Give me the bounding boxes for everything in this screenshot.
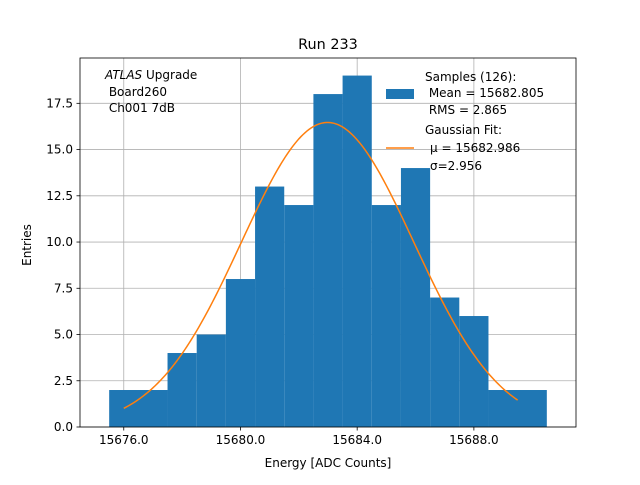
y-tick-label-7: 17.5 (46, 96, 73, 110)
x-axis-ticks: 15676.0 15680.0 15684.0 15688.0 (99, 427, 499, 447)
y-tick-label-4: 10.0 (46, 235, 73, 249)
y-tick-label-5: 12.5 (46, 189, 73, 203)
x-tick-label-0: 15676.0 (99, 433, 149, 447)
histogram-bar (459, 316, 489, 427)
x-tick-label-3: 15688.0 (449, 433, 499, 447)
y-axis-label: Entries (20, 224, 34, 266)
histogram-bar (400, 168, 431, 428)
annotation-board: Board260 (105, 85, 167, 99)
chart-title: Run 233 (298, 37, 358, 53)
gaussian-fit-curve (123, 121, 519, 410)
annotation-line-1: ATLAS Upgrade (104, 68, 197, 82)
histogram-bar (430, 297, 460, 427)
y-tick-label-6: 15.0 (46, 143, 73, 157)
x-tick-label-2: 15684.0 (332, 433, 382, 447)
legend-fit-sigma: σ=2.956 (430, 159, 482, 173)
x-axis-label: Energy [ADC Counts] (265, 456, 392, 470)
y-axis-ticks: 0.0 2.5 5.0 7.5 10.0 12.5 15.0 17.5 (46, 96, 80, 434)
histogram-bar (225, 279, 256, 427)
legend-fit-line-1: Gaussian Fit: (425, 123, 502, 137)
axes-frame (79, 57, 577, 428)
histogram-bars (109, 75, 547, 428)
y-tick-label-1: 2.5 (54, 374, 73, 388)
legend-samples-line-1: Samples (126): (425, 70, 516, 84)
histogram-bar (284, 205, 314, 427)
y-tick-label-3: 7.5 (54, 281, 73, 295)
histogram-bar (342, 75, 372, 428)
legend-samples-line-2: Mean = 15682.805 (425, 86, 544, 100)
histogram-bar (488, 390, 547, 427)
y-tick-label-0: 0.0 (54, 420, 73, 434)
histogram-bar (196, 334, 226, 427)
legend-fit-mu: μ = 15682.986 (430, 141, 520, 155)
histogram-bar (255, 186, 285, 427)
atlas-label: ATLAS (104, 68, 143, 82)
legend: Samples (126): Mean = 15682.805 RMS = 2.… (386, 70, 544, 173)
atlas-annotation: ATLAS Upgrade Board260 Ch001 7dB (104, 68, 197, 115)
histogram-bar (371, 205, 401, 427)
histogram-bar (109, 390, 168, 427)
histogram-bar (313, 94, 343, 427)
legend-samples-line-3: RMS = 2.865 (425, 103, 507, 117)
y-tick-label-2: 5.0 (54, 328, 73, 342)
histogram-bar (167, 353, 197, 427)
x-tick-label-1: 15680.0 (216, 433, 266, 447)
annotation-channel: Ch001 7dB (105, 101, 175, 115)
legend-histogram-swatch (386, 89, 414, 99)
upgrade-label: Upgrade (142, 68, 197, 82)
